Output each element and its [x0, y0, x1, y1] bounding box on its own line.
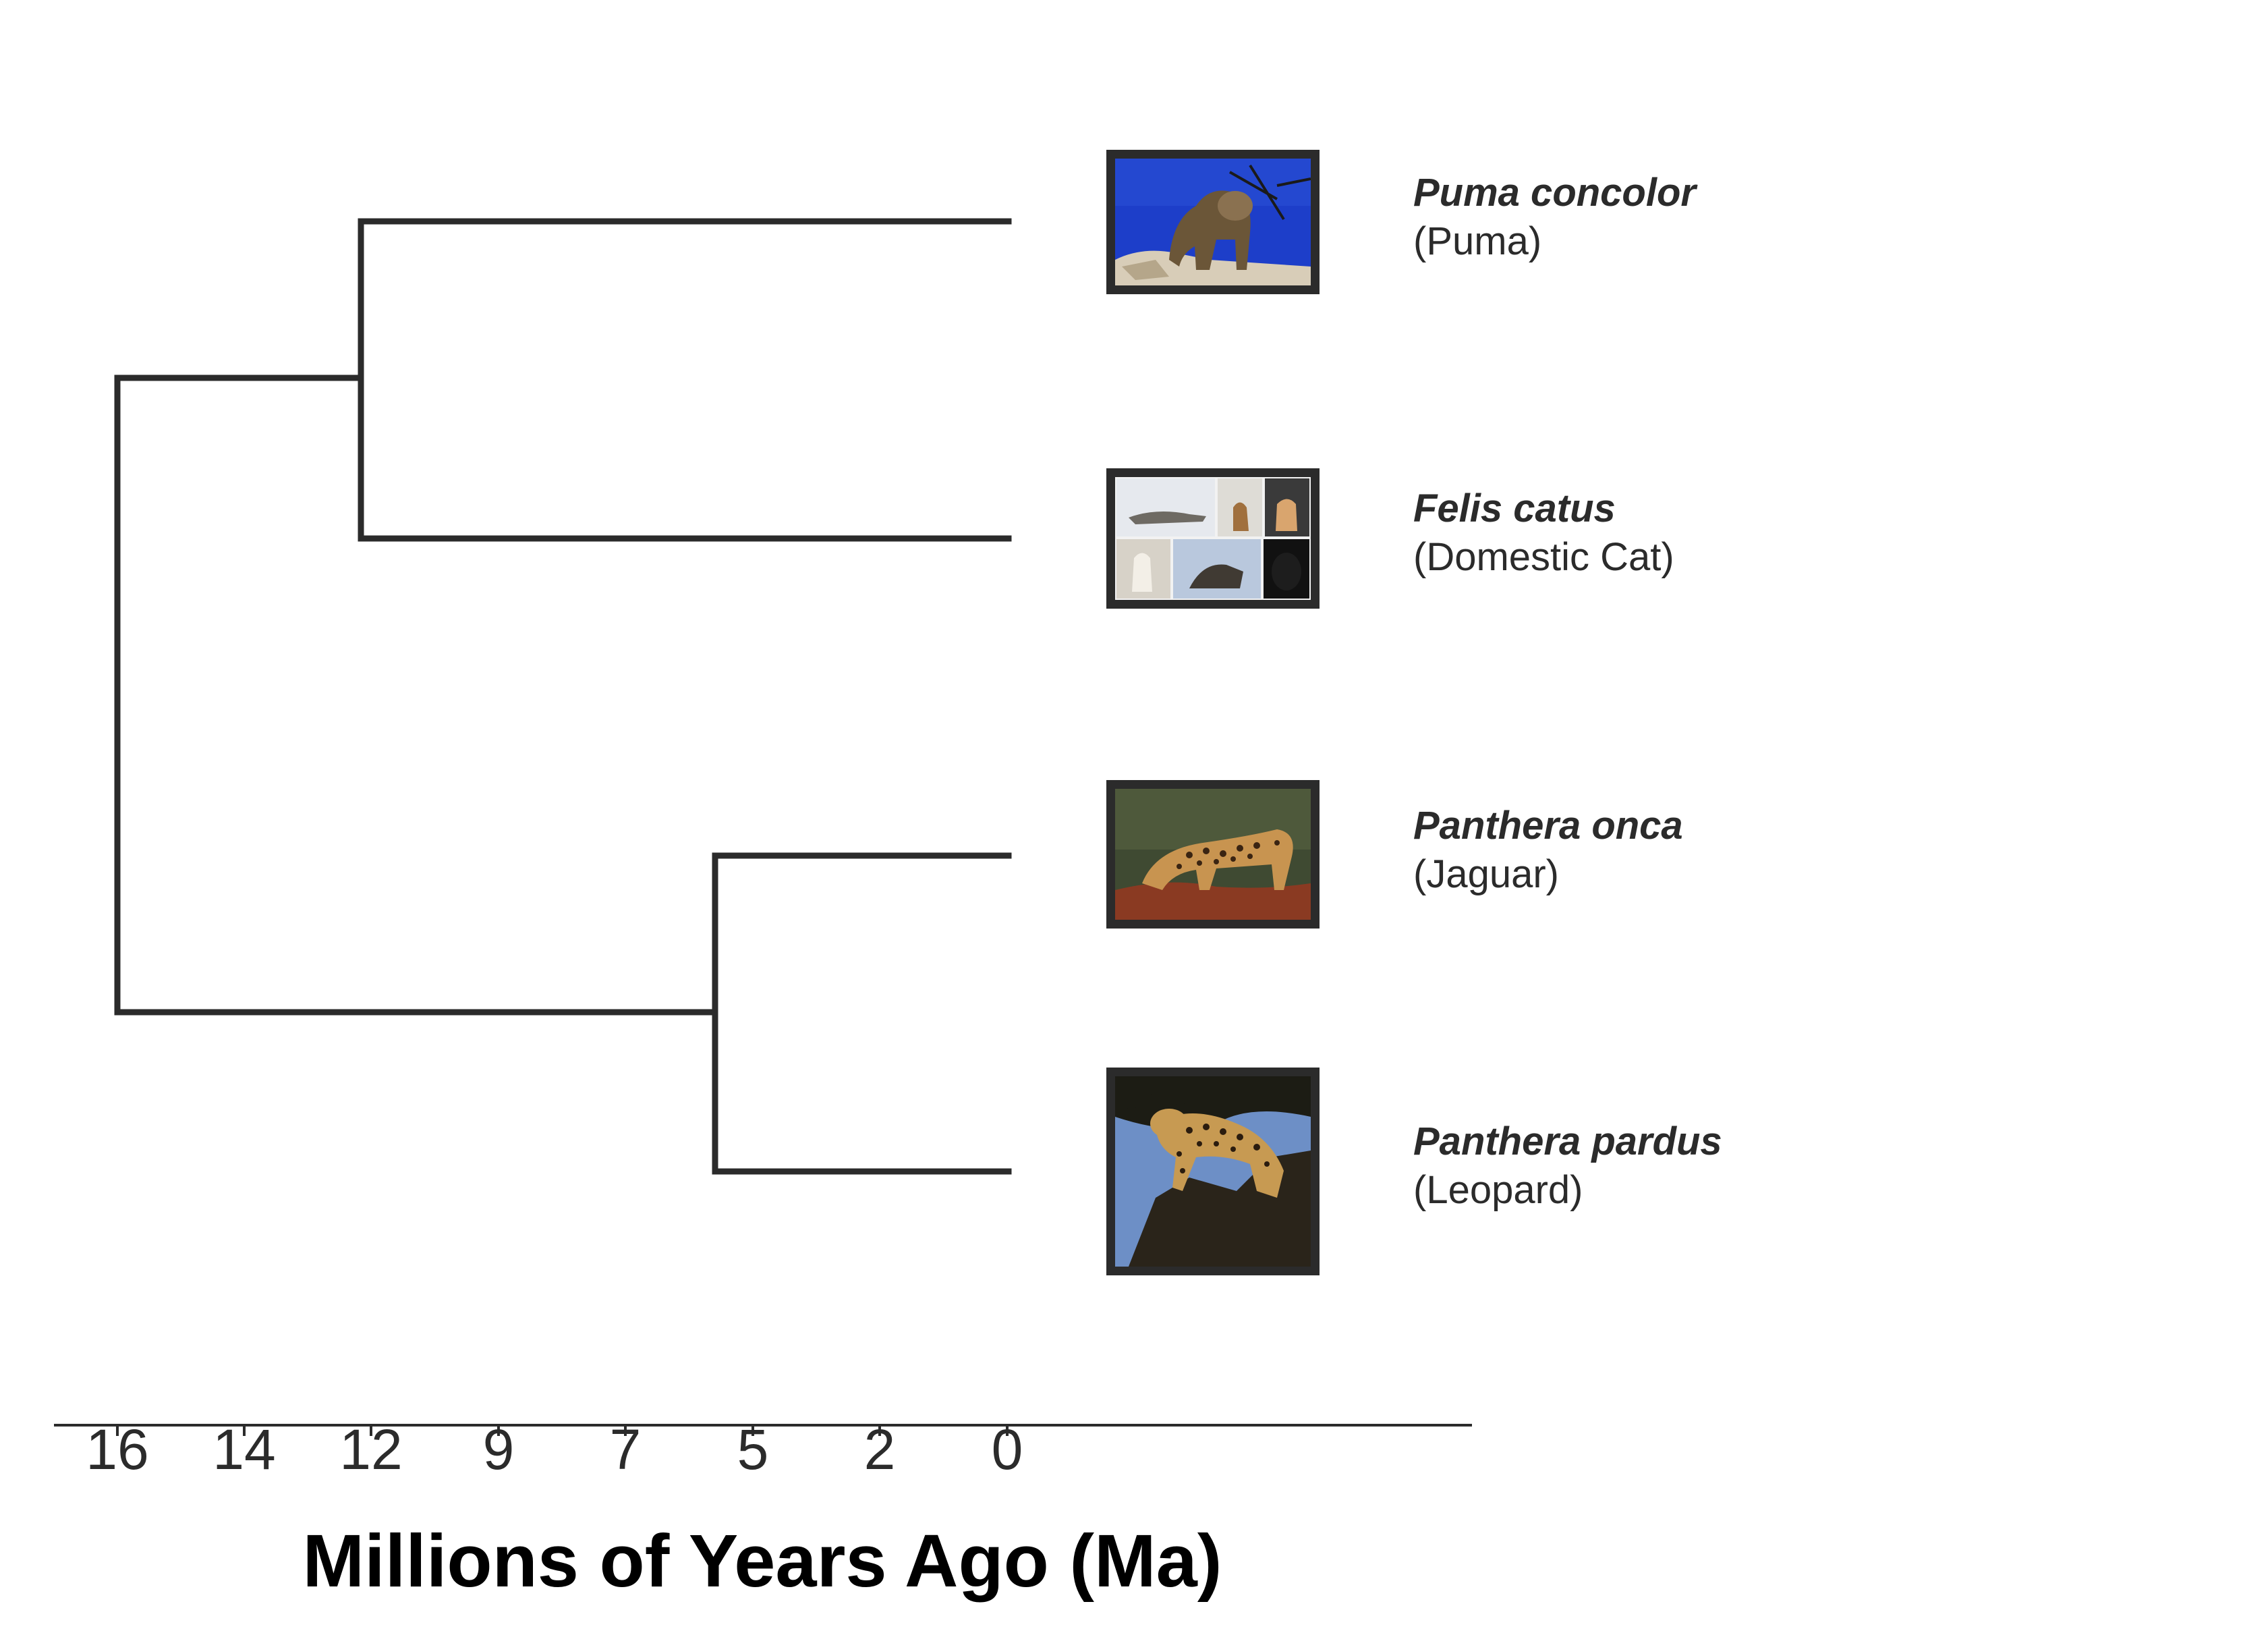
axis-tick-label: 7	[609, 1418, 642, 1481]
scientific-name: Felis catus	[1413, 487, 1616, 530]
taxon-label-jaguar: Panthera onca (Jaguar)	[1413, 802, 1683, 899]
taxon-label-puma: Puma concolor (Puma)	[1413, 169, 1696, 266]
axis-tick-label: 2	[863, 1418, 896, 1481]
axis-tick-label: 14	[212, 1418, 276, 1481]
domestic-cat-collage	[1106, 468, 1320, 609]
common-name: (Jaguar)	[1413, 852, 1559, 896]
taxon-label-leopard: Panthera pardus (Leopard)	[1413, 1117, 1722, 1215]
scientific-name: Panthera onca	[1413, 804, 1683, 848]
axis-tick-label: 0	[991, 1418, 1023, 1481]
scientific-name: Puma concolor	[1413, 171, 1696, 215]
scientific-name: Panthera pardus	[1413, 1119, 1722, 1163]
axis-tick-label: 12	[339, 1418, 403, 1481]
axis-tick-label: 5	[737, 1418, 769, 1481]
leopard-photo	[1106, 1068, 1320, 1275]
axis-tick-label: 16	[86, 1418, 149, 1481]
common-name: (Leopard)	[1413, 1168, 1583, 1212]
puma-photo	[1106, 150, 1320, 294]
axis-tick-label: 9	[482, 1418, 515, 1481]
common-name: (Puma)	[1413, 219, 1542, 263]
common-name: (Domestic Cat)	[1413, 535, 1674, 579]
taxon-label-domestic-cat: Felis catus (Domestic Cat)	[1413, 485, 1674, 582]
jaguar-photo	[1106, 780, 1320, 929]
axis-title: Millions of Years Ago (Ma)	[302, 1520, 1222, 1603]
